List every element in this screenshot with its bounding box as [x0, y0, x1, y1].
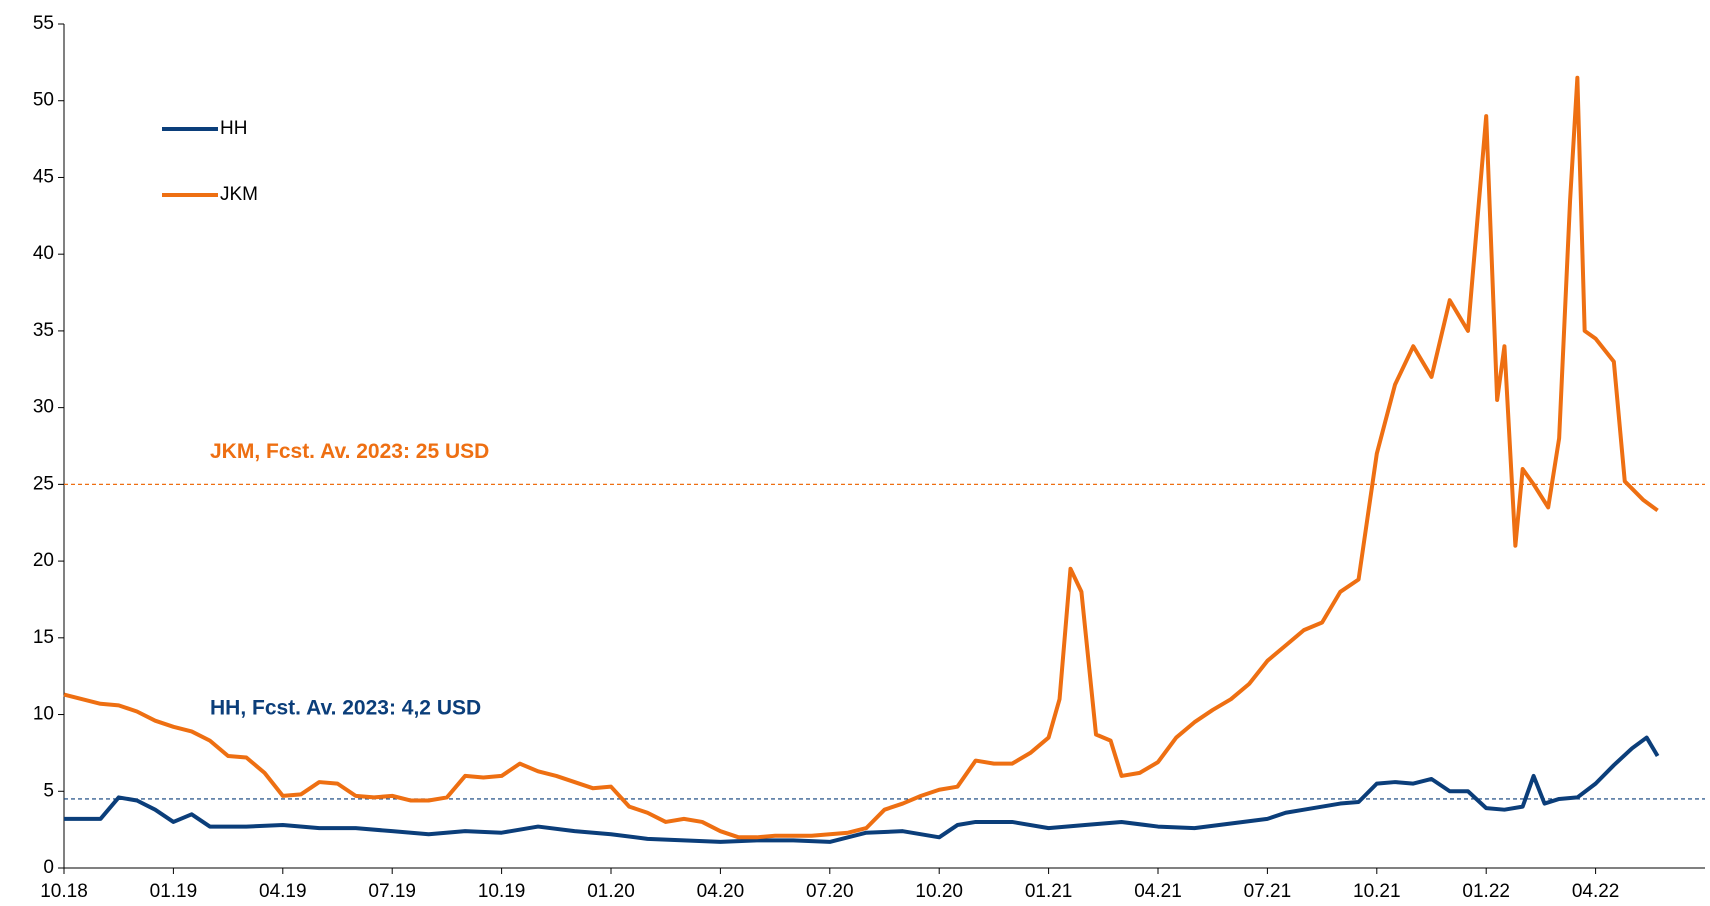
- x-tick-label: 10.18: [40, 881, 88, 902]
- x-tick-label: 10.19: [478, 881, 526, 902]
- x-tick-label: 07.20: [806, 881, 854, 902]
- x-tick-label: 04.19: [259, 881, 307, 902]
- x-tick-label: 04.20: [697, 881, 745, 902]
- y-tick-label: 25: [33, 473, 54, 494]
- y-tick-label: 45: [33, 166, 54, 187]
- x-tick-label: 04.22: [1572, 881, 1620, 902]
- annotation: JKM, Fcst. Av. 2023: 25 USD: [210, 440, 489, 463]
- x-tick-label: 07.19: [368, 881, 416, 902]
- x-tick-label: 10.21: [1353, 881, 1401, 902]
- y-tick-label: 55: [33, 13, 54, 34]
- x-tick-label: 04.21: [1134, 881, 1182, 902]
- x-tick-label: 01.21: [1025, 881, 1073, 902]
- x-tick-label: 10.20: [915, 881, 963, 902]
- y-tick-label: 50: [33, 90, 54, 111]
- y-tick-label: 30: [33, 397, 54, 418]
- x-tick-label: 01.19: [150, 881, 198, 902]
- y-tick-label: 20: [33, 550, 54, 571]
- x-tick-label: 01.20: [587, 881, 635, 902]
- y-tick-label: 15: [33, 627, 54, 648]
- x-tick-label: 07.21: [1244, 881, 1292, 902]
- annotation: HH, Fcst. Av. 2023: 4,2 USD: [210, 696, 481, 719]
- y-tick-label: 5: [43, 780, 54, 801]
- x-tick-label: 01.22: [1462, 881, 1510, 902]
- y-tick-label: 10: [33, 704, 54, 725]
- legend-label: HH: [220, 118, 247, 139]
- legend-label: JKM: [220, 184, 258, 205]
- y-tick-label: 0: [43, 857, 54, 878]
- series-line: [63, 75, 1659, 840]
- y-tick-label: 35: [33, 320, 54, 341]
- y-tick-label: 40: [33, 243, 54, 264]
- series-line: [64, 735, 1660, 844]
